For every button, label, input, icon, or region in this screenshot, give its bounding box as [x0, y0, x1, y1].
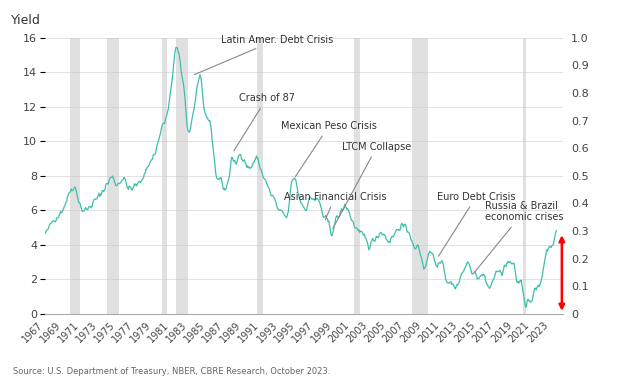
Bar [162, 38, 166, 314]
Bar [523, 38, 527, 314]
Text: Russia & Brazil
economic crises: Russia & Brazil economic crises [475, 201, 563, 272]
Bar [175, 38, 188, 314]
Bar [70, 38, 80, 314]
Text: Yield: Yield [11, 14, 41, 27]
Text: Mexican Peso Crisis: Mexican Peso Crisis [281, 121, 377, 177]
Text: Asian Financial Crisis: Asian Financial Crisis [284, 192, 386, 220]
Bar [353, 38, 360, 314]
Bar [412, 38, 428, 314]
Text: Euro Debt Crisis: Euro Debt Crisis [437, 192, 515, 256]
Bar [107, 38, 119, 314]
Text: Latin Amer. Debt Crisis: Latin Amer. Debt Crisis [195, 35, 333, 75]
Text: LTCM Collapse: LTCM Collapse [333, 142, 412, 229]
Text: Source: U.S. Department of Treasury, NBER, CBRE Research, October 2023.: Source: U.S. Department of Treasury, NBE… [13, 367, 330, 376]
Bar [257, 38, 264, 314]
Text: Crash of 87: Crash of 87 [234, 93, 294, 151]
